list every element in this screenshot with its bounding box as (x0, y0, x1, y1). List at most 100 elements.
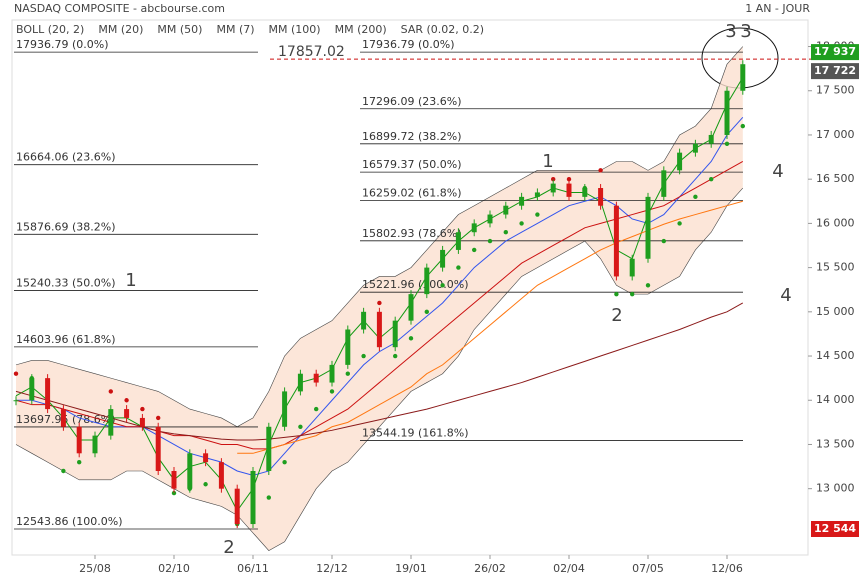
sar-dot (124, 398, 129, 403)
chart-title: NASDAQ COMPOSITE - abcbourse.com (14, 2, 225, 15)
candle (613, 205, 619, 277)
candle (503, 205, 509, 215)
candle (171, 470, 177, 489)
sar-dot (314, 406, 319, 412)
candle (471, 223, 477, 233)
sar-dot (693, 194, 698, 200)
candle (361, 311, 367, 330)
candle (29, 378, 35, 401)
fib-label: 15802.93 (78.6%) (362, 227, 462, 240)
candle (139, 417, 145, 427)
sar-dot (566, 176, 572, 182)
bollinger-lower (15, 187, 744, 551)
price-tag (811, 44, 859, 61)
price-tag (811, 63, 859, 80)
candle (677, 152, 683, 171)
sar-dot (740, 123, 745, 129)
candle (566, 183, 572, 197)
reference-label: 17857.02 (278, 44, 345, 60)
legend-entry: SAR (0.02, 0.2) (401, 23, 484, 36)
x-tick-label: 06/11 (237, 562, 269, 575)
legend-entry: MM (200) (335, 23, 387, 36)
fib-label: 15240.33 (50.0%) (16, 277, 116, 290)
sar-dot (677, 221, 682, 226)
fib-label: 17936.79 (0.0%) (362, 38, 455, 51)
x-tick-label: 07/05 (632, 562, 664, 575)
candle (598, 188, 604, 206)
x-tick-label: 12/12 (316, 562, 348, 575)
annotation: 2 (223, 537, 234, 558)
sar-dot (630, 291, 635, 297)
candle (550, 183, 556, 193)
sar-dot (535, 212, 540, 217)
fib-label: 15221.96 (100.0%) (362, 278, 469, 291)
candle (92, 435, 98, 454)
fib-label: 16664.06 (23.6%) (16, 151, 116, 164)
candle (76, 426, 82, 454)
legend-entry: MM (50) (157, 23, 202, 36)
candle (392, 320, 398, 348)
sar-dot (266, 495, 271, 500)
sar-dot (519, 221, 524, 226)
x-tick-label: 02/10 (158, 562, 190, 575)
price-tag-label: 17 937 (814, 45, 856, 58)
fib-label: 15876.69 (38.2%) (16, 220, 116, 233)
candle (155, 426, 161, 471)
legend-entry: MM (100) (269, 23, 321, 36)
annotation: 3 (740, 21, 751, 42)
candle (692, 143, 698, 153)
sar-dot (645, 283, 651, 288)
fib-label: 13544.19 (161.8%) (362, 427, 469, 440)
x-tick-label: 26/02 (474, 562, 506, 575)
y-tick-label: 15 000 (816, 305, 855, 318)
annotation: 1 (125, 270, 136, 291)
sar-dot (393, 353, 398, 359)
sar-dot (171, 490, 177, 496)
fib-label: 17296.09 (23.6%) (362, 95, 462, 108)
candle (108, 409, 114, 436)
bollinger-fill (16, 46, 743, 551)
bollinger-upper (15, 46, 744, 428)
fib-label: 17936.79 (0.0%) (16, 38, 109, 51)
candle (629, 258, 635, 277)
candle (661, 170, 667, 197)
sar-dot (472, 247, 477, 253)
price-tag-label: 17 722 (814, 64, 856, 77)
sar-dot (156, 415, 161, 421)
candle (234, 488, 240, 525)
candle (645, 196, 651, 259)
candle (203, 453, 209, 463)
y-tick-label: 13 500 (816, 437, 855, 450)
ma-line (15, 302, 744, 441)
sar-dot (724, 141, 730, 147)
fib-label: 16899.72 (38.2%) (362, 130, 462, 143)
candle (297, 373, 303, 392)
y-tick-label: 15 500 (816, 261, 855, 274)
x-tick-label: 02/04 (553, 562, 585, 575)
fib-label: 16259.02 (61.8%) (362, 186, 462, 199)
candle (60, 409, 66, 427)
sar-dot (203, 482, 208, 487)
candle (424, 267, 430, 295)
candle (487, 214, 493, 224)
candle (440, 249, 446, 268)
candle (708, 134, 714, 144)
ma-line (15, 161, 744, 450)
y-tick-label: 14 000 (816, 393, 855, 406)
candle (724, 90, 730, 135)
candle (740, 64, 746, 91)
y-tick-label: 14 500 (816, 349, 855, 362)
sar-dot (487, 238, 493, 244)
sar-dot (424, 309, 429, 315)
sar-dot (298, 424, 303, 429)
sar-dot (108, 389, 114, 394)
legend-entry: BOLL (20, 2) (16, 23, 84, 36)
fib-label: 16579.37 (50.0%) (362, 158, 462, 171)
candle (376, 311, 382, 348)
candle (534, 192, 540, 197)
plot-frame (11, 19, 809, 556)
candle (313, 373, 319, 383)
sar-dot (661, 238, 666, 244)
fib-label: 14603.96 (61.8%) (16, 333, 116, 346)
y-tick-label: 16 000 (816, 216, 855, 229)
